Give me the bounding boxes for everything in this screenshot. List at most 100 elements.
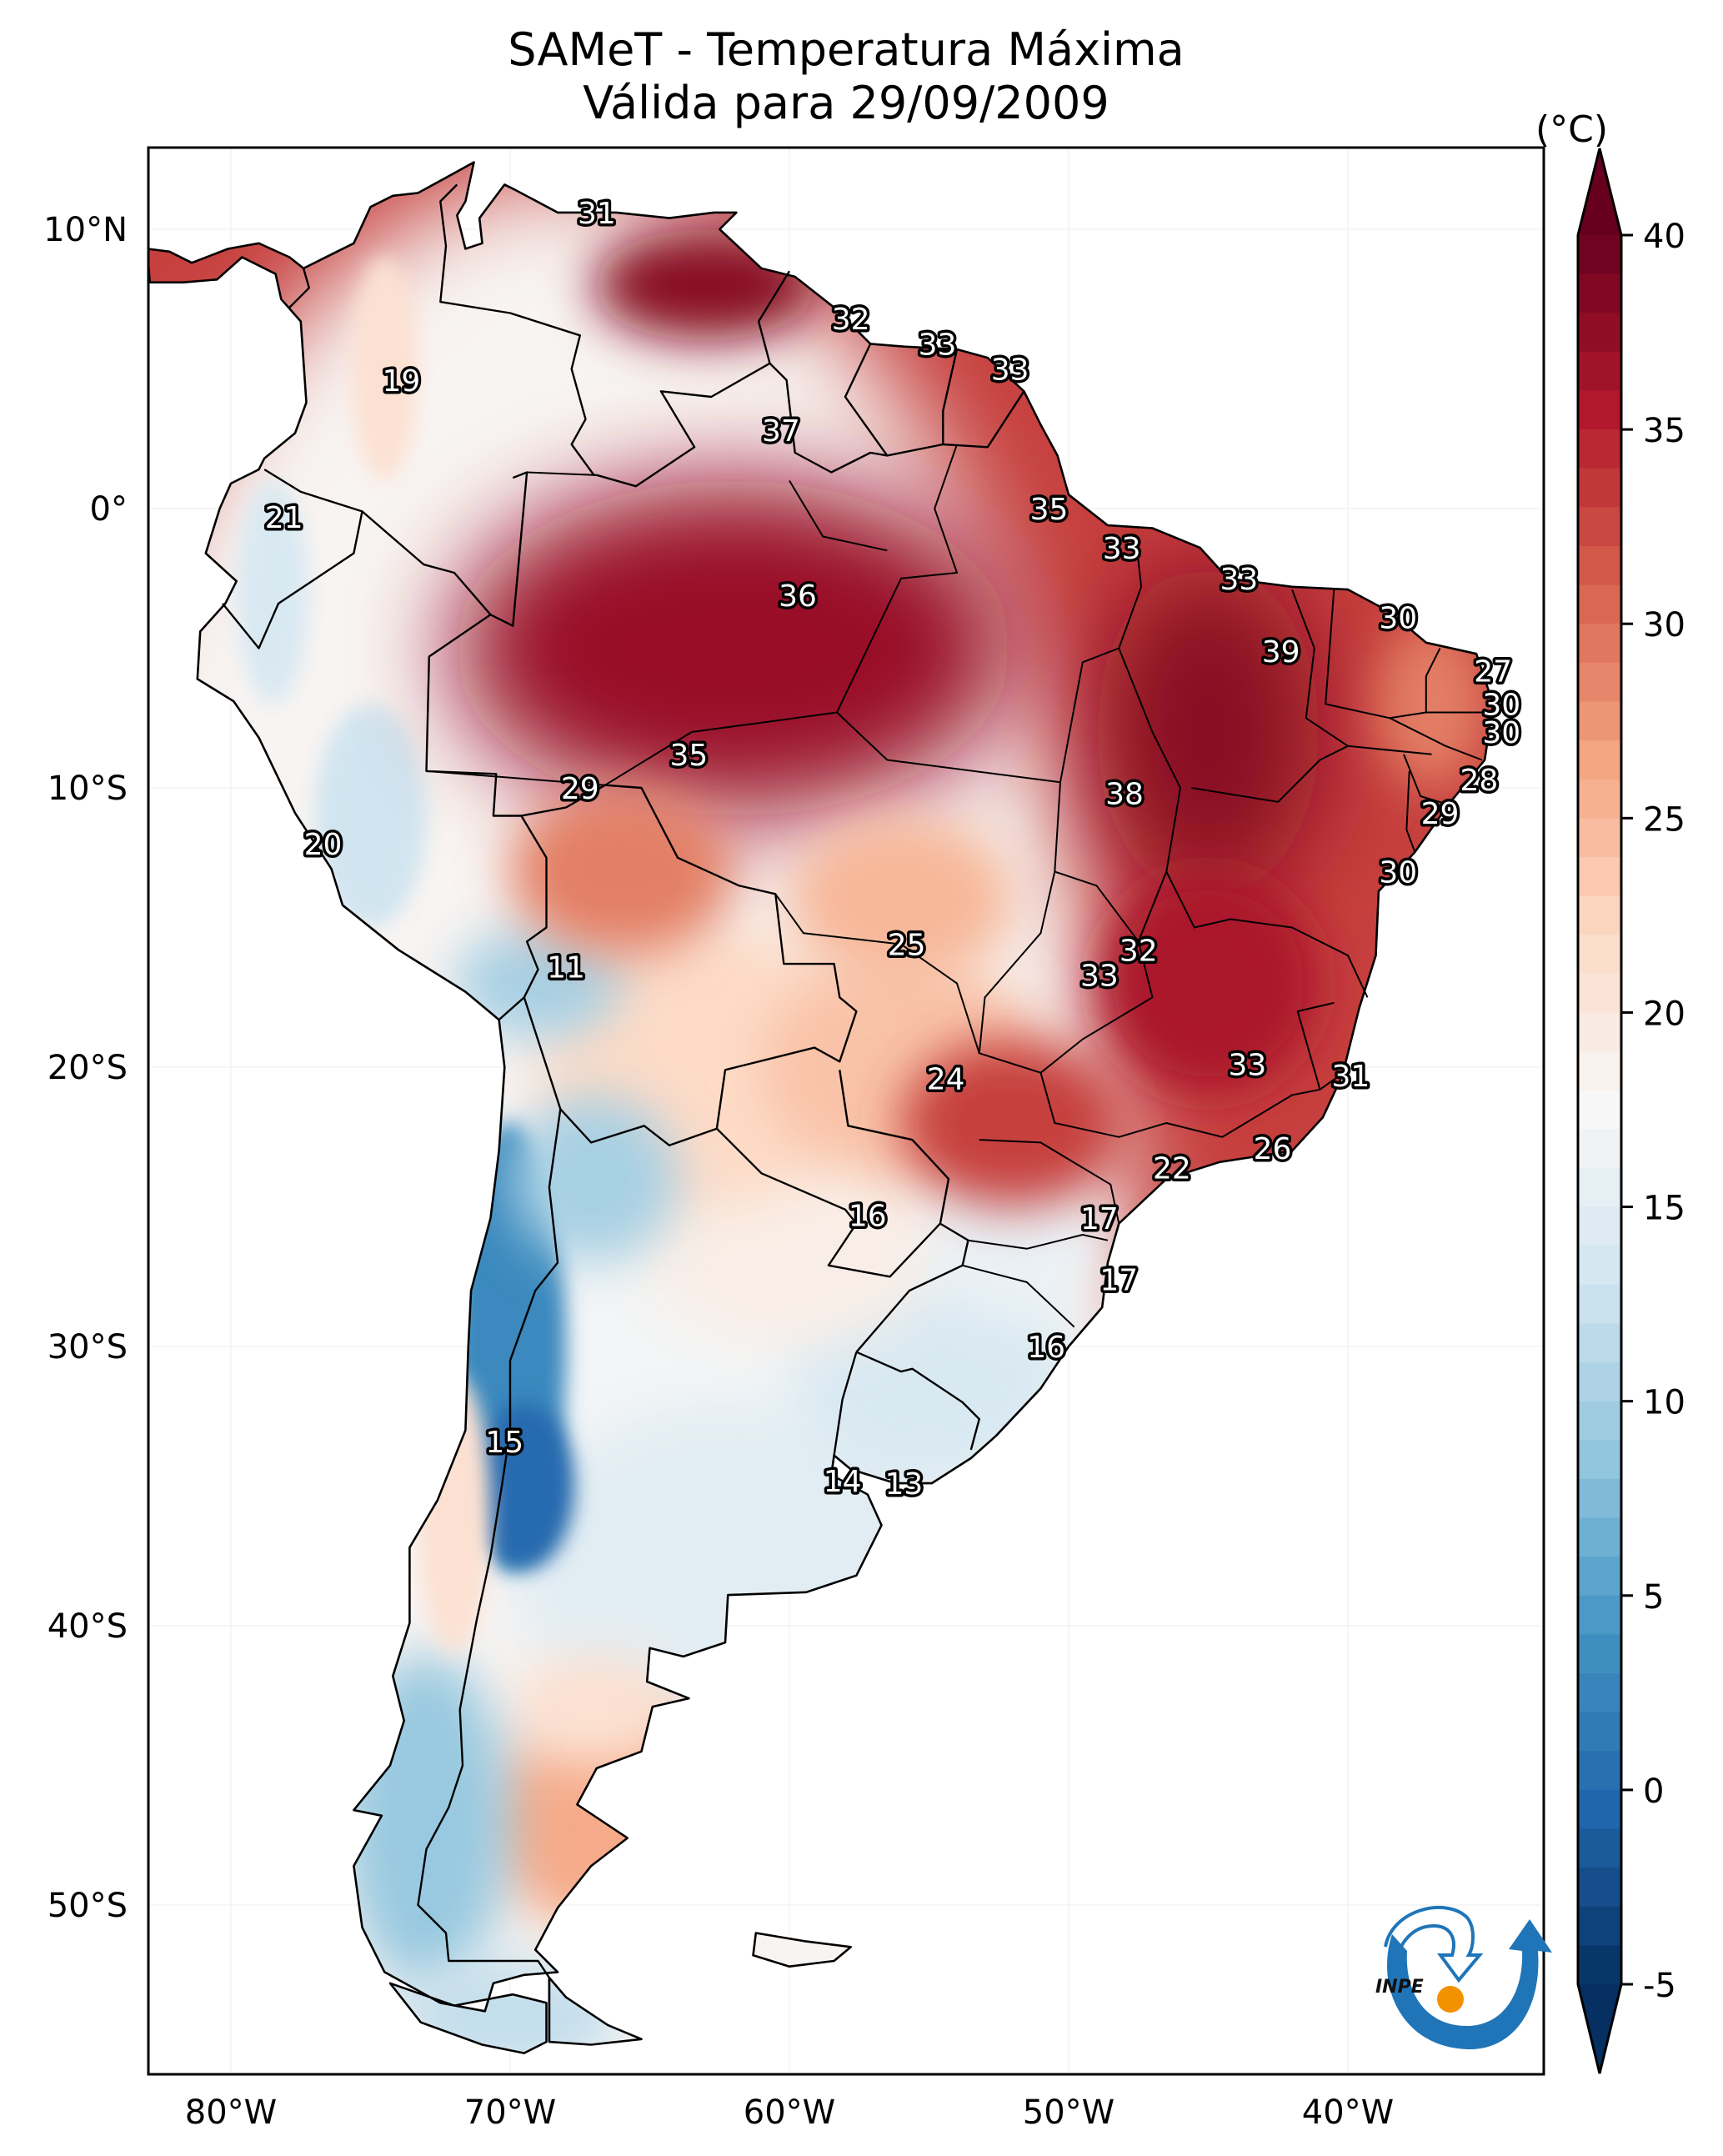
logo-orange-dot xyxy=(1437,1986,1464,2013)
colorbar-segment xyxy=(1578,856,1621,897)
y-tick-label: 0° xyxy=(90,490,128,529)
chart-title-line2: Válida para 29/09/2009 xyxy=(583,77,1109,129)
x-tick-label: 80°W xyxy=(185,2093,277,2132)
state-border xyxy=(968,1234,1109,1250)
colorbar-tick-label: 40 xyxy=(1643,218,1685,256)
country-border xyxy=(596,270,791,488)
station-value-label: 20 xyxy=(304,828,343,862)
x-tick-label: 40°W xyxy=(1302,2093,1394,2132)
field-blob xyxy=(236,480,309,704)
x-tick-label: 50°W xyxy=(1023,2093,1114,2132)
colorbar-segment xyxy=(1578,1440,1621,1480)
station-value-label: 30 xyxy=(1379,602,1417,636)
station-value-label: 33 xyxy=(1080,959,1119,993)
station-value-label: 30 xyxy=(1379,856,1417,890)
logo-swoosh xyxy=(1387,1919,1552,2050)
colorbar-tick-label: -5 xyxy=(1643,1967,1676,2005)
station-value-label: 29 xyxy=(561,772,599,806)
station-value-label: 15 xyxy=(485,1426,523,1460)
colorbar-segment xyxy=(1578,1517,1621,1557)
colorbar-segment xyxy=(1578,1167,1621,1208)
colorbar-segment xyxy=(1578,1401,1621,1442)
country-borders xyxy=(222,183,1488,2043)
station-value-label: 19 xyxy=(382,364,420,399)
station-value-label: 22 xyxy=(1153,1152,1191,1186)
colorbar-segment xyxy=(1578,1012,1621,1052)
colorbar-segment xyxy=(1578,973,1621,1014)
y-tick-label: 20°S xyxy=(48,1049,128,1087)
colorbar-segment xyxy=(1578,429,1621,469)
colorbar-segment xyxy=(1578,313,1621,353)
field-blob xyxy=(510,1653,678,1766)
station-value-label: 26 xyxy=(1254,1132,1292,1166)
field-blob xyxy=(901,1039,1124,1207)
field-blob xyxy=(789,815,1013,984)
colorbar: 40 35 30 25 20 15 10 5 0 -5 xyxy=(1576,148,1685,2074)
state-border xyxy=(426,770,605,786)
field-blob xyxy=(1375,620,1488,788)
colorbar-tick-label: 10 xyxy=(1643,1384,1685,1422)
station-value-label: 33 xyxy=(919,328,957,362)
station-value-label: 33 xyxy=(1228,1049,1266,1083)
colorbar-segment xyxy=(1578,351,1621,392)
colorbar-segment xyxy=(1578,235,1621,275)
station-value-label: 33 xyxy=(1220,563,1258,597)
logo-arrow xyxy=(1384,1905,1484,1983)
station-value-label: 28 xyxy=(1460,764,1499,798)
colorbar-segment xyxy=(1578,584,1621,625)
station-value-label: 24 xyxy=(927,1062,965,1096)
field-blob xyxy=(510,788,734,955)
y-tick-label: 40°S xyxy=(48,1607,128,1646)
state-border xyxy=(1191,745,1432,803)
country-border xyxy=(521,784,858,1146)
colorbar-segment xyxy=(1578,935,1621,975)
state-border xyxy=(1296,1001,1335,1091)
station-value-label: 30 xyxy=(1482,716,1520,750)
country-border xyxy=(222,469,363,649)
state-border xyxy=(604,711,888,786)
colorbar-segment xyxy=(1578,1712,1621,1752)
station-value-label: 35 xyxy=(1030,493,1069,527)
colorbar-segment xyxy=(1578,895,1621,935)
chart-title-line1: SAMeT - Temperatura Máxima xyxy=(508,23,1185,76)
field-blob xyxy=(351,257,418,481)
colorbar-segment xyxy=(1578,390,1621,430)
logo-text: INPE xyxy=(1375,1977,1424,1998)
colorbar-segment xyxy=(1578,1478,1621,1519)
station-value-label: 17 xyxy=(1080,1202,1119,1236)
colorbar-segment xyxy=(1578,662,1621,703)
country-border xyxy=(489,471,528,627)
inpe-logo: INPE xyxy=(1375,1905,1552,2050)
state-border xyxy=(1039,941,1340,1138)
station-value-label: 38 xyxy=(1105,778,1144,812)
colorbar-segment xyxy=(1578,1129,1621,1169)
colorbar-tick-label: 20 xyxy=(1643,995,1685,1033)
colorbar-tick-label: 35 xyxy=(1643,412,1685,450)
colorbar-segment xyxy=(1578,1206,1621,1246)
state-border xyxy=(527,471,594,476)
station-value-label: 39 xyxy=(1262,635,1300,669)
state-border xyxy=(1403,754,1449,806)
state-border xyxy=(1165,871,1369,998)
station-value-label: 11 xyxy=(547,950,585,985)
colorbar-segment xyxy=(1578,1789,1621,1830)
station-value-label: 30 xyxy=(1482,689,1520,723)
country-border xyxy=(855,1351,980,1451)
state-border xyxy=(1405,770,1416,853)
colorbar-segment xyxy=(1578,1284,1621,1325)
country-border xyxy=(288,268,310,308)
station-value-label: 16 xyxy=(1027,1331,1065,1365)
field-blob xyxy=(1096,871,1320,1096)
colorbar-segment xyxy=(1578,1945,1621,1985)
y-tick-label: 50°S xyxy=(48,1887,128,1925)
station-value-label: 14 xyxy=(824,1465,862,1499)
station-value-label: 27 xyxy=(1474,654,1512,689)
colorbar-segment xyxy=(1578,1634,1621,1674)
country-border xyxy=(833,1351,858,1456)
colorbar-segment xyxy=(1578,273,1621,314)
station-value-label: 37 xyxy=(762,414,800,449)
state-border xyxy=(962,1264,1075,1328)
colorbar-segment xyxy=(1578,1090,1621,1131)
